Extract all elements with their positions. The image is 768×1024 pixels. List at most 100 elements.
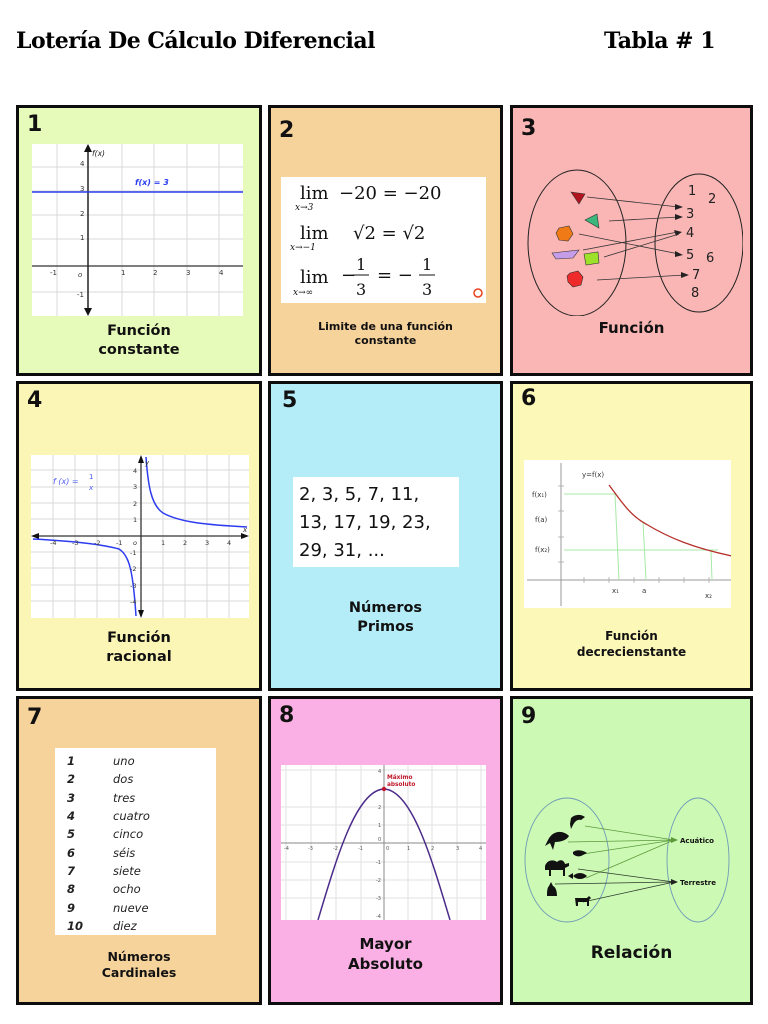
svg-text:f(x₁): f(x₁)	[532, 491, 547, 499]
svg-text:4: 4	[378, 769, 381, 775]
list-item: 1 uno	[67, 754, 135, 769]
svg-text:1: 1	[133, 516, 137, 524]
svg-text:x₁: x₁	[612, 587, 619, 595]
orca-icon	[570, 814, 585, 829]
list-item: 3 tres	[67, 790, 136, 805]
svg-text:1: 1	[356, 255, 366, 274]
list-item: 6 séis	[67, 845, 136, 860]
card-caption: Función constante	[98, 323, 180, 358]
svg-text:-4: -4	[130, 598, 136, 606]
list-item: 8 ocho	[67, 882, 141, 897]
card-caption: Función racional	[106, 630, 172, 665]
parabola-graph: Máximo absoluto -4 -3 -2 -1 0 1 2 3 4 4 …	[281, 765, 486, 920]
card-number: 7	[27, 705, 43, 730]
card-number: 3	[521, 116, 537, 141]
svg-text:2: 2	[153, 269, 157, 277]
svg-text:o: o	[78, 271, 82, 279]
svg-text:-1: -1	[376, 860, 381, 866]
list-item: 2 dos	[67, 772, 134, 787]
dolphin-icon	[545, 831, 569, 850]
svg-text:-3: -3	[130, 582, 136, 590]
svg-text:-1: -1	[358, 846, 363, 852]
page-title: Lotería De Cálculo Diferencial	[16, 28, 375, 54]
svg-text:f(x): f(x)	[92, 149, 105, 158]
svg-text:3: 3	[356, 280, 366, 299]
svg-text:3: 3	[686, 207, 694, 222]
card-1-constant-function: 1 f(x) = 3 f(x) -1 o 1 2 3 4 4 3 2 1 -1	[16, 105, 262, 376]
svg-text:absoluto: absoluto	[387, 782, 415, 788]
card-3-function-mapping: 3 1 2 3 4 5 6 7 8	[510, 105, 753, 376]
svg-text:lim: lim	[300, 223, 329, 244]
list-item: 5 cinco	[67, 827, 144, 842]
svg-text:x: x	[88, 484, 94, 492]
svg-text:-4: -4	[284, 846, 289, 852]
svg-text:x₂: x₂	[705, 592, 712, 600]
svg-text:a: a	[642, 587, 646, 595]
svg-text:-2: -2	[376, 878, 381, 884]
svg-text:-1: -1	[130, 549, 136, 557]
cardinal-numbers-list: 1 uno 2 dos 3 tres 4 cuatro 5 cinco 6 séis 7 si…	[55, 748, 216, 935]
table-number-label: Tabla # 1	[604, 28, 716, 54]
svg-text:3: 3	[456, 846, 459, 852]
svg-text:2: 2	[431, 846, 434, 852]
dog-icon	[575, 896, 591, 906]
svg-text:-2: -2	[333, 846, 338, 852]
svg-text:2: 2	[80, 210, 84, 218]
relation-diagram: Acuático Terrestre	[524, 797, 730, 923]
svg-text:2: 2	[708, 192, 716, 207]
svg-text:2: 2	[378, 805, 381, 811]
svg-text:2: 2	[183, 539, 187, 547]
svg-text:1: 1	[422, 255, 432, 274]
card-8-absolute-maximum: 8 Máximo absoluto -4 -3 -2 -1 0 1 2 3 4 …	[268, 696, 503, 1005]
svg-text:-1: -1	[116, 539, 122, 547]
svg-text:-2: -2	[94, 539, 100, 547]
svg-text:3: 3	[205, 539, 209, 547]
svg-text:1: 1	[121, 269, 125, 277]
red-triangle-icon	[570, 191, 586, 205]
card-caption: Función	[598, 319, 665, 337]
orange-pentagon-icon	[555, 225, 574, 242]
svg-text:y=f(x): y=f(x)	[582, 471, 604, 479]
card-number: 9	[521, 704, 537, 729]
fish-icon	[573, 850, 587, 857]
constant-function-graph: f(x) = 3 f(x) -1 o 1 2 3 4 4 3 2 1 -1	[32, 144, 243, 316]
list-item: 7 siete	[67, 863, 141, 878]
red-heptagon-icon	[566, 270, 584, 288]
rational-function-graph: f (x) = 1 x x y -4 -3 -2 -1 o 1 2 3 4 4 …	[31, 455, 249, 618]
svg-text:1: 1	[688, 184, 696, 199]
svg-text:1: 1	[378, 823, 381, 829]
svg-text:4: 4	[686, 226, 694, 241]
svg-text:f (x) =: f (x) =	[53, 477, 79, 486]
card-4-rational-function: 4 f (x) = 1 x x y -4 -3 -2 -1 o 1 2 3	[16, 381, 262, 691]
svg-text:1: 1	[80, 234, 84, 242]
card-caption: Mayor Absoluto	[348, 935, 423, 973]
svg-text:3: 3	[422, 280, 432, 299]
list-item: 10 diez	[67, 918, 137, 933]
svg-text:2: 2	[133, 500, 137, 508]
striped-fish-icon	[568, 873, 587, 879]
decreasing-function-graph: y=f(x) f(x₁) f(a) f(x₂) x₁ a x₂	[524, 460, 731, 608]
green-triangle-icon	[584, 213, 600, 229]
svg-text:-3: -3	[376, 896, 381, 902]
card-number: 5	[282, 388, 298, 413]
svg-text:4: 4	[133, 467, 137, 475]
watermark-icon	[473, 288, 483, 298]
svg-text:-4: -4	[50, 539, 56, 547]
card-6-decreasing-function: 6 y=f(x) f(x₁) f(a) f(x₂) x₁ a x₂ Funció…	[510, 381, 753, 691]
card-caption: Números Cardinales	[101, 949, 177, 981]
card-7-cardinal-numbers: 7 1 uno 2 dos 3 tres 4 cuatro 5 cinco 6 séis 7…	[16, 696, 262, 1005]
card-caption: Limite de una función constante	[318, 320, 453, 348]
limit-equations: lim x→3 −20 = −20 lim x→−1 √2 = √2 lim x…	[281, 177, 486, 303]
card-caption: Función decrecienstante	[576, 629, 687, 659]
card-2-limit-constant: 2 lim x→3 −20 = −20 lim x→−1 √2 = √2 lim…	[268, 105, 503, 376]
function-label: f(x) = 3	[135, 178, 169, 187]
svg-text:x→−1: x→−1	[290, 243, 316, 253]
svg-text:f(x₂): f(x₂)	[535, 546, 550, 554]
svg-text:x→∞: x→∞	[293, 288, 313, 298]
svg-text:3: 3	[133, 483, 137, 491]
svg-text:x→3: x→3	[295, 203, 314, 213]
svg-text:Máximo: Máximo	[387, 774, 412, 781]
card-caption: Números Primos	[348, 600, 423, 635]
svg-text:√2 = √2: √2 = √2	[353, 223, 425, 244]
target-aquatic: Acuático	[680, 837, 714, 845]
